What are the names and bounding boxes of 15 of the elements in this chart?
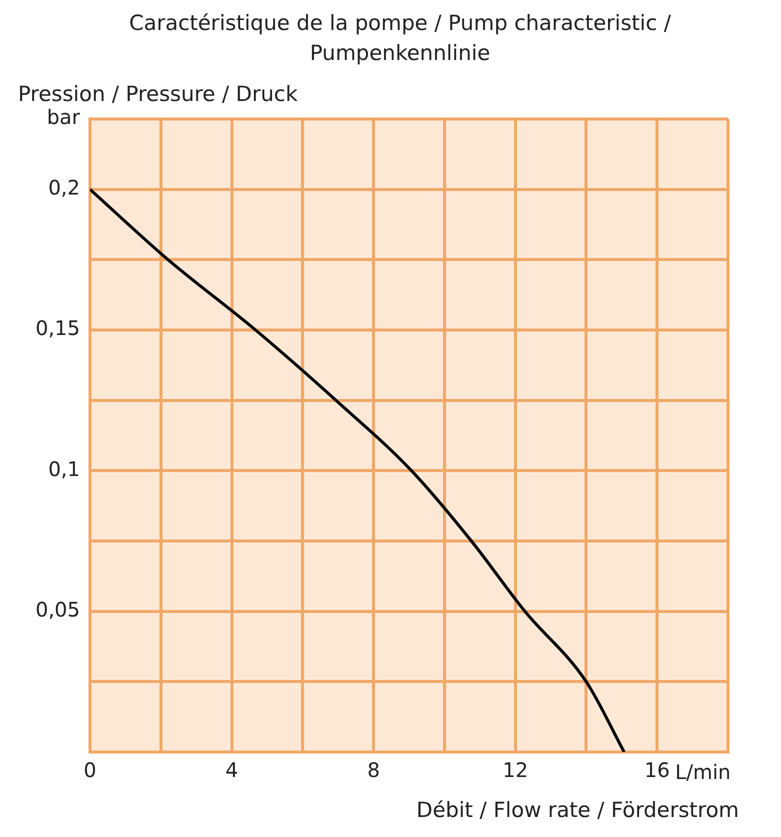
text: L/min bbox=[675, 760, 731, 784]
y-tick-label: 0,1 bbox=[48, 456, 80, 481]
y-tick-label: 0,05 bbox=[35, 598, 80, 622]
y-tick-label: 0,15 bbox=[35, 316, 80, 340]
line-series bbox=[90, 188, 626, 752]
x-tick-label: 8 bbox=[367, 758, 380, 782]
x-tick-label: 16 bbox=[644, 758, 670, 782]
x-tick-label: 0 bbox=[84, 758, 96, 782]
x-tick-label: 12 bbox=[502, 758, 528, 782]
x-tick-label: 4 bbox=[225, 758, 238, 782]
x-axis-title: Débit / Flow rate / Förderstrom bbox=[416, 798, 739, 822]
y-tick-label: 0,2 bbox=[48, 176, 80, 200]
y-tick-label: bar bbox=[46, 105, 81, 130]
y-axis-title: Pression / Pressure / Druck bbox=[18, 82, 298, 106]
chart-title: Caractéristique de la pompe / Pump characteristic / Pumpenkennlinie bbox=[128, 10, 672, 67]
